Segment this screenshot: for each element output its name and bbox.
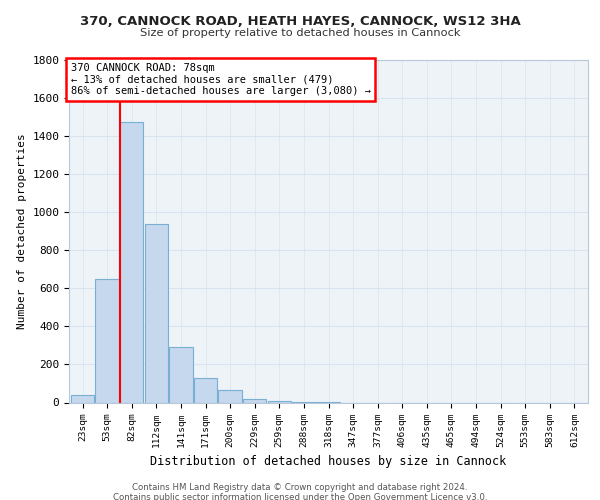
Bar — [120, 122, 143, 402]
Bar — [145, 224, 168, 402]
Bar — [194, 378, 217, 402]
Bar — [71, 395, 94, 402]
Bar — [95, 279, 119, 402]
Bar — [268, 401, 291, 402]
Text: Size of property relative to detached houses in Cannock: Size of property relative to detached ho… — [140, 28, 460, 38]
X-axis label: Distribution of detached houses by size in Cannock: Distribution of detached houses by size … — [151, 455, 506, 468]
Bar — [169, 348, 193, 403]
Bar — [243, 398, 266, 402]
Text: 370, CANNOCK ROAD, HEATH HAYES, CANNOCK, WS12 3HA: 370, CANNOCK ROAD, HEATH HAYES, CANNOCK,… — [80, 15, 520, 28]
Y-axis label: Number of detached properties: Number of detached properties — [17, 134, 27, 329]
Bar — [218, 390, 242, 402]
Text: Contains HM Land Registry data © Crown copyright and database right 2024.
Contai: Contains HM Land Registry data © Crown c… — [113, 482, 487, 500]
Text: 370 CANNOCK ROAD: 78sqm
← 13% of detached houses are smaller (479)
86% of semi-d: 370 CANNOCK ROAD: 78sqm ← 13% of detache… — [71, 63, 371, 96]
